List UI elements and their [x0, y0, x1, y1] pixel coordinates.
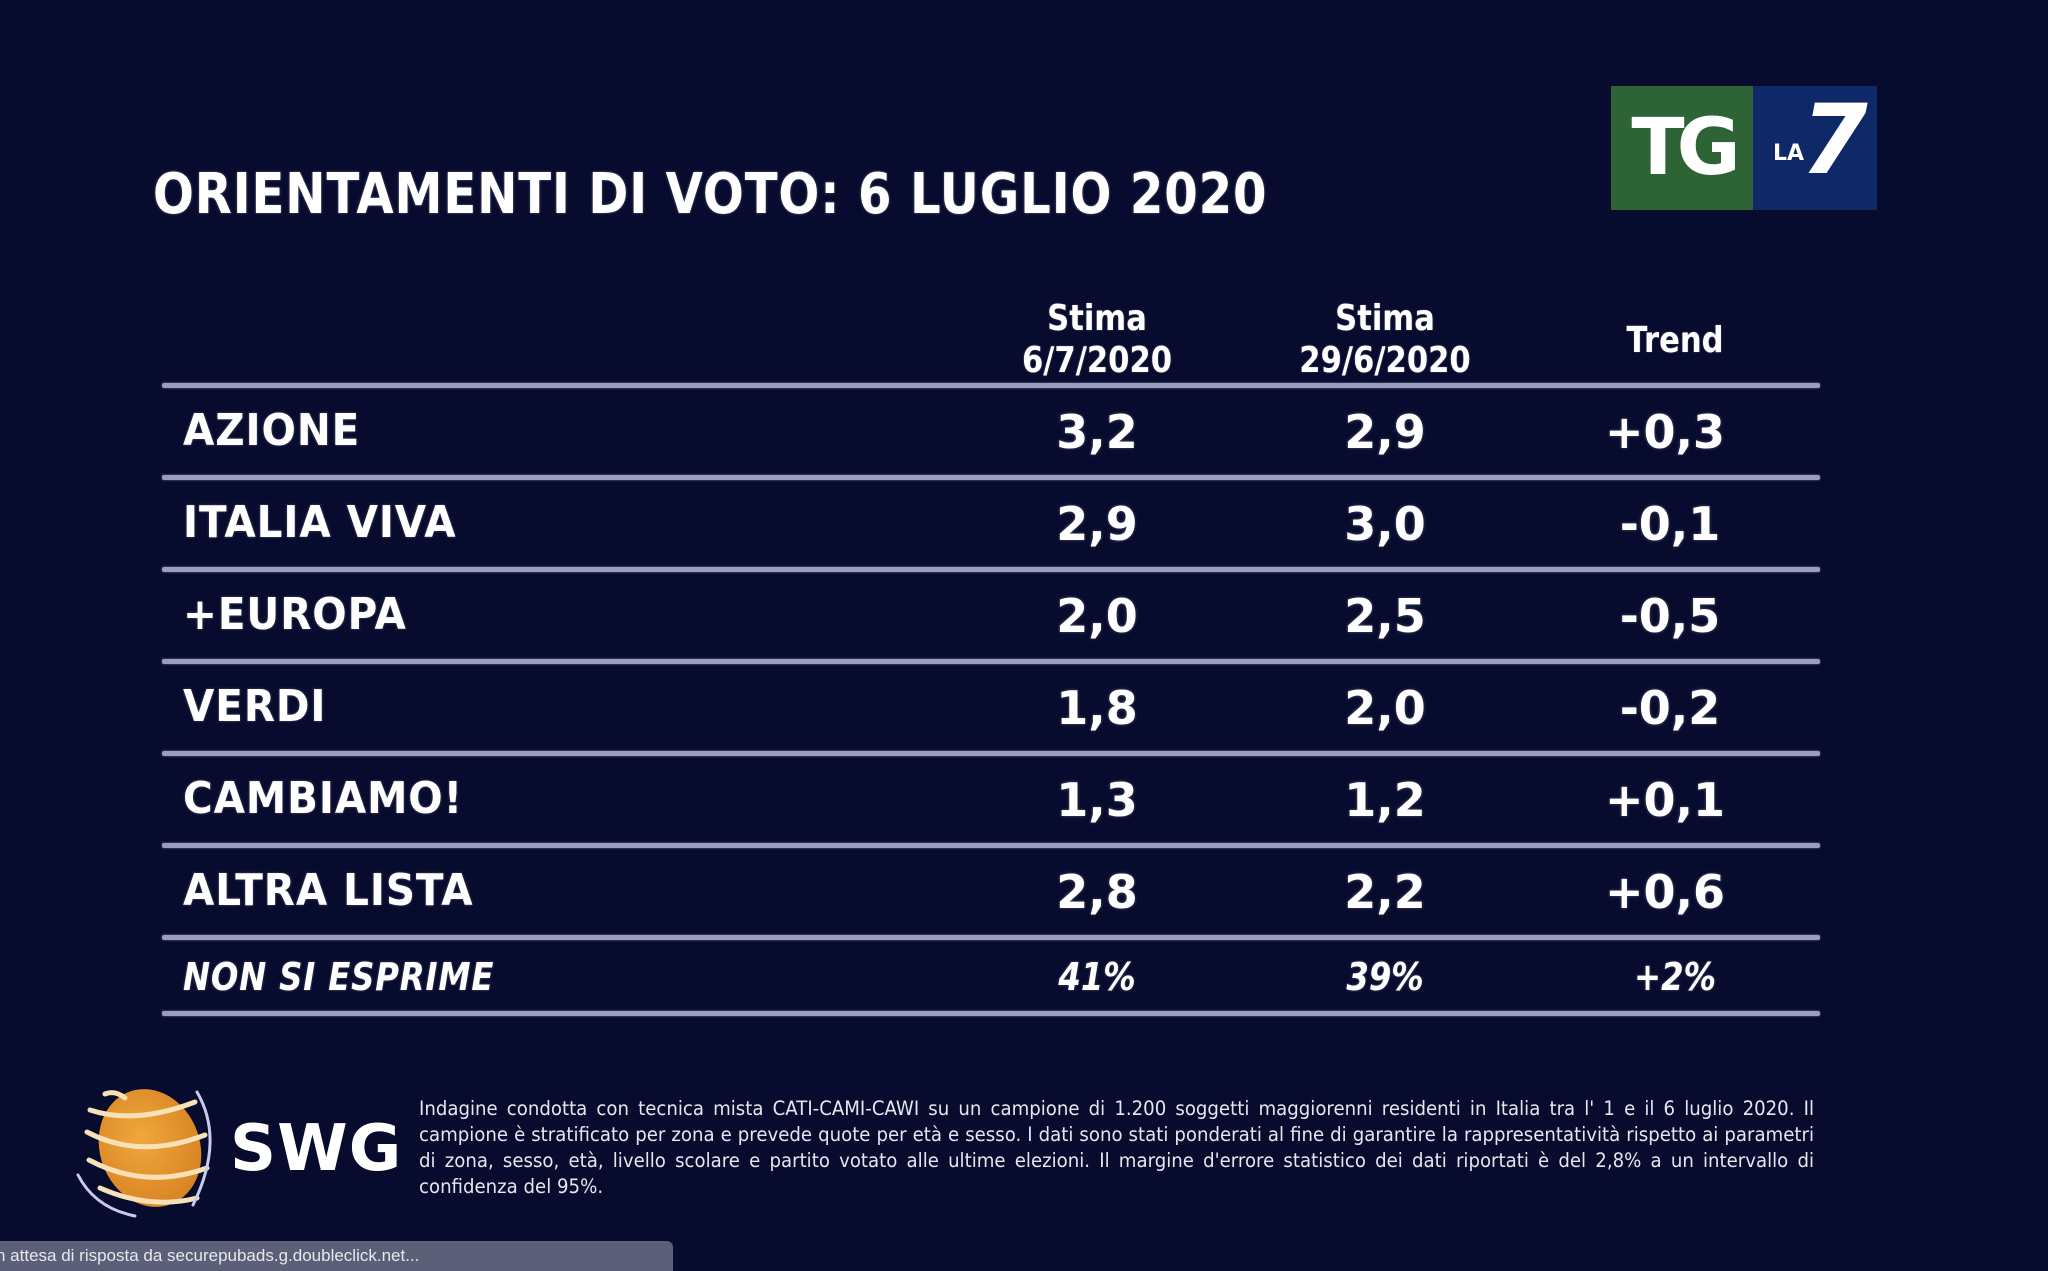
current-value: 1,8 — [1056, 681, 1138, 735]
current-value: 1,3 — [1056, 773, 1138, 827]
current-value: 2,0 — [1056, 589, 1138, 643]
logo-seven-text: 7 — [1801, 84, 1868, 196]
current-value: 2,8 — [1056, 865, 1138, 919]
trend-value: +0,1 — [1604, 773, 1726, 827]
browser-status-text: n attesa di risposta da securepubads.g.d… — [0, 1246, 420, 1265]
trend-value: +2% — [1634, 955, 1716, 999]
previous-value: 39% — [1346, 955, 1424, 999]
previous-value: 3,0 — [1344, 497, 1426, 551]
previous-value: 2,9 — [1344, 405, 1426, 459]
party-name: ALTRA LISTA — [183, 865, 474, 916]
column-header-line1: Stima — [1335, 298, 1435, 339]
tg-la7-logo: TG LA 7 — [1611, 86, 1877, 210]
table-divider — [162, 659, 1820, 664]
trend-value: -0,1 — [1619, 497, 1721, 551]
swg-globe-icon — [76, 1089, 212, 1218]
table-divider — [162, 1011, 1820, 1016]
previous-value: 2,0 — [1344, 681, 1426, 735]
party-name: VERDI — [183, 681, 327, 732]
current-value: 3,2 — [1056, 405, 1138, 459]
trend-value: +0,6 — [1604, 865, 1726, 919]
table-divider — [162, 751, 1820, 756]
column-header-line1: Trend — [1626, 320, 1724, 361]
previous-value: 1,2 — [1344, 773, 1426, 827]
table-divider — [162, 567, 1820, 572]
party-name: ITALIA VIVA — [183, 497, 457, 548]
previous-value: 2,5 — [1344, 589, 1426, 643]
table-divider — [162, 475, 1820, 480]
methodology-footnote: Indagine condotta con tecnica mista CATI… — [419, 1096, 1814, 1200]
table-divider — [162, 935, 1820, 940]
column-header-current: Stima 6/7/2020 — [987, 298, 1208, 382]
browser-status-bar: n attesa di risposta da securepubads.g.d… — [0, 1241, 673, 1271]
table-divider — [162, 843, 1820, 848]
column-header-line2: 29/6/2020 — [1299, 340, 1471, 381]
column-header-previous: Stima 29/6/2020 — [1275, 298, 1496, 382]
previous-value: 2,2 — [1344, 865, 1426, 919]
methodology-footnote-text: Indagine condotta con tecnica mista CATI… — [419, 1097, 1814, 1198]
swg-logo-text: SWG — [230, 1112, 403, 1186]
trend-value: -0,5 — [1619, 589, 1721, 643]
trend-value: -0,2 — [1619, 681, 1721, 735]
column-header-trend: Trend — [1565, 320, 1786, 362]
party-name: AZIONE — [183, 405, 361, 456]
table-divider — [162, 383, 1820, 388]
party-name: CAMBIAMO! — [183, 773, 464, 824]
logo-tg-block: TG — [1611, 86, 1753, 210]
party-name: NON SI ESPRIME — [183, 955, 495, 999]
logo-tg-text: TG — [1631, 103, 1740, 193]
party-name: +EUROPA — [183, 589, 407, 640]
trend-value: +0,3 — [1604, 405, 1726, 459]
current-value: 41% — [1058, 955, 1136, 999]
logo-la-text: LA — [1773, 141, 1805, 166]
current-value: 2,9 — [1056, 497, 1138, 551]
column-header-line2: 6/7/2020 — [1021, 340, 1173, 381]
page-title: ORIENTAMENTI DI VOTO: 6 LUGLIO 2020 — [153, 162, 1268, 227]
logo-la7-block: LA 7 — [1753, 86, 1877, 210]
column-header-line1: Stima — [1047, 298, 1147, 339]
